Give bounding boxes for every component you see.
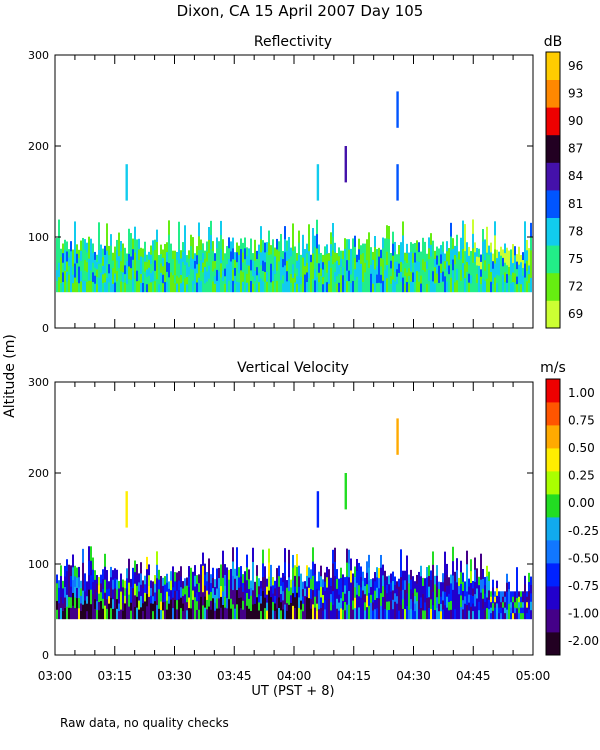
velocity-colorbar-segment	[546, 517, 560, 541]
x-tick-label: 04:00	[277, 669, 312, 683]
velocity-colorbar-frame	[545, 378, 561, 656]
x-tick-label: 04:45	[456, 669, 491, 683]
velocity-title: Vertical Velocity	[237, 360, 349, 376]
reflectivity-y-tick-label: 100	[28, 231, 49, 244]
velocity-feature	[125, 491, 128, 528]
figure-title: Dixon, CA 15 April 2007 Day 105	[177, 2, 424, 20]
reflectivity-y-axis: 0 100 200 300	[28, 49, 533, 335]
velocity-colorbar: -2.00 -1.00 -0.75 -0.50 -0.25 0.00 0.25 0.50 0.7…	[545, 378, 599, 656]
velocity-colorbar-segment	[546, 494, 560, 518]
velocity-colorbar-unit: m/s	[540, 360, 566, 376]
velocity-y-tick-label: 0	[42, 649, 49, 662]
reflectivity-feature	[344, 146, 347, 183]
x-tick-label: 04:15	[336, 669, 371, 683]
velocity-x-axis	[54, 382, 534, 655]
velocity-colorbar-label: 0.50	[568, 441, 595, 455]
reflectivity-feature	[125, 164, 128, 201]
velocity-colorbar-label: -0.50	[568, 551, 599, 565]
velocity-feature	[344, 473, 347, 510]
velocity-colorbar-label: -2.00	[568, 634, 599, 648]
velocity-colorbar-label: 0.75	[568, 413, 595, 427]
velocity-colorbar-segment	[546, 448, 560, 472]
reflectivity-colorbar-label: 72	[568, 280, 583, 294]
reflectivity-colorbar-label: 87	[568, 142, 583, 156]
reflectivity-colorbar-segment	[546, 190, 560, 218]
velocity-y-tick-label: 100	[28, 558, 49, 571]
reflectivity-title: Reflectivity	[254, 34, 332, 50]
time-axis-labels: 03:00 03:15 03:30 03:45 04:00 04:15 04:30 04:45…	[38, 669, 551, 683]
velocity-colorbar-label: -1.00	[568, 607, 599, 621]
x-tick-label: 05:00	[516, 669, 551, 683]
velocity-colorbar-segment	[546, 379, 560, 403]
x-tick-label: 03:45	[217, 669, 252, 683]
velocity-colorbar-label: 0.25	[568, 469, 595, 483]
reflectivity-colorbar-segment	[546, 162, 560, 191]
reflectivity-chart: Reflectivity 0 100 200 300 dB 69 72 75 78 81 84 8…	[28, 34, 583, 335]
reflectivity-colorbar-segment	[546, 52, 560, 80]
footnote: Raw data, no quality checks	[60, 716, 229, 730]
velocity-features	[125, 418, 399, 528]
reflectivity-colorbar-frame	[545, 51, 561, 329]
velocity-y-tick-label: 200	[28, 467, 49, 480]
reflectivity-y-tick-label: 300	[28, 49, 49, 62]
velocity-colorbar-label: -0.25	[568, 524, 599, 538]
reflectivity-colorbar-label: 90	[568, 114, 583, 128]
reflectivity-colorbar-label: 81	[568, 197, 583, 211]
reflectivity-y-tick-label: 200	[28, 140, 49, 153]
reflectivity-colorbar-unit: dB	[544, 34, 563, 50]
reflectivity-colorbar-label: 96	[568, 59, 583, 73]
velocity-colorbar-label: -0.75	[568, 579, 599, 593]
velocity-colorbar-label: 0.00	[568, 496, 595, 510]
velocity-colorbar-segment	[546, 540, 560, 564]
reflectivity-colorbar-segment	[546, 300, 560, 329]
velocity-colorbar-segment	[546, 402, 560, 426]
velocity-echo-field	[56, 546, 532, 620]
y-axis-label: Altitude (m)	[2, 334, 18, 418]
reflectivity-colorbar-label: 84	[568, 169, 583, 183]
reflectivity-colorbar-segment	[546, 272, 560, 301]
x-tick-label: 03:00	[38, 669, 73, 683]
reflectivity-feature	[396, 91, 399, 128]
velocity-colorbar-label: 1.00	[568, 386, 595, 400]
reflectivity-y-tick-label: 0	[42, 322, 49, 335]
reflectivity-colorbar-segment	[546, 245, 560, 274]
reflectivity-x-axis	[54, 55, 534, 328]
reflectivity-features	[125, 91, 399, 201]
velocity-feature	[396, 418, 399, 455]
reflectivity-colorbar-segment	[546, 217, 560, 246]
reflectivity-colorbar-label: 75	[568, 252, 583, 266]
velocity-y-axis: 0 100 200 300	[28, 376, 533, 662]
velocity-y-tick-label: 300	[28, 376, 49, 389]
velocity-colorbar-segment	[546, 632, 560, 656]
velocity-colorbar-segment	[546, 586, 560, 610]
velocity-colorbar-segment	[546, 563, 560, 587]
reflectivity-colorbar-segment	[546, 107, 560, 136]
velocity-feature	[316, 491, 320, 528]
reflectivity-colorbar-label: 78	[568, 224, 583, 238]
reflectivity-colorbar: 69 72 75 78 81 84 87 90 93 96	[545, 51, 583, 329]
reflectivity-colorbar-label: 93	[568, 86, 583, 100]
reflectivity-feature	[316, 164, 320, 201]
reflectivity-feature	[396, 164, 399, 201]
reflectivity-colorbar-segment	[546, 134, 560, 163]
reflectivity-colorbar-label: 69	[568, 307, 583, 321]
velocity-chart: Vertical Velocity 0 100 200 300 m/s -2.00 -1…	[28, 360, 599, 662]
velocity-colorbar-segment	[546, 609, 560, 633]
reflectivity-echo-field	[56, 219, 532, 293]
x-tick-label: 04:30	[396, 669, 431, 683]
x-axis-label: UT (PST + 8)	[251, 684, 334, 699]
reflectivity-colorbar-segment	[546, 79, 560, 108]
velocity-colorbar-segment	[546, 471, 560, 495]
x-tick-label: 03:30	[157, 669, 192, 683]
velocity-colorbar-segment	[546, 425, 560, 449]
x-tick-label: 03:15	[97, 669, 132, 683]
